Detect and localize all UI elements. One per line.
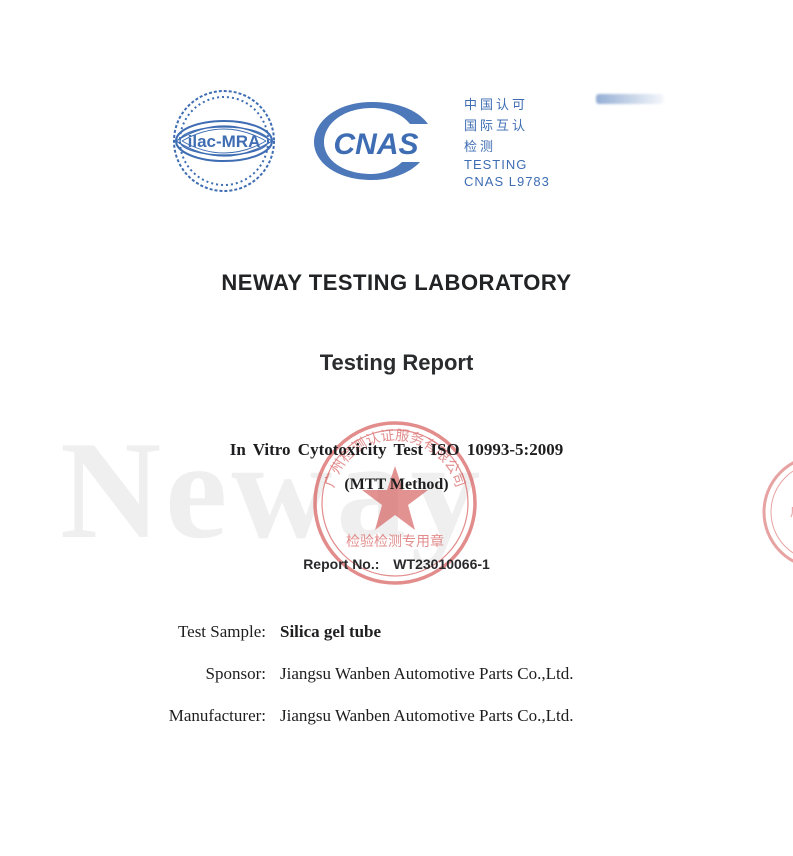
edge-seal: 广 bbox=[760, 452, 793, 572]
test-sample-label: Test Sample: bbox=[120, 622, 280, 642]
ilac-mra-seal: ilac-MRA bbox=[170, 87, 278, 195]
manufacturer-row: Manufacturer: Jiangsu Wanben Automotive … bbox=[120, 706, 680, 726]
sponsor-row: Sponsor: Jiangsu Wanben Automotive Parts… bbox=[120, 664, 680, 684]
cnas-text-block: 中国认可 国际互认 检测 TESTING CNAS L9783 bbox=[464, 94, 550, 189]
details-block: Test Sample: Silica gel tube Sponsor: Ji… bbox=[120, 600, 680, 726]
cnas-line-4: TESTING bbox=[464, 157, 550, 172]
test-name: In Vitro Cytotoxicity Test ISO 10993-5:2… bbox=[0, 440, 793, 460]
cnas-line-2: 国际互认 bbox=[464, 115, 550, 134]
report-number-value: WT23010066-1 bbox=[393, 556, 490, 572]
cnas-line-1: 中国认可 bbox=[464, 94, 550, 113]
cnas-line-3: 检测 bbox=[464, 136, 550, 155]
report-title: Testing Report bbox=[0, 350, 793, 376]
manufacturer-value: Jiangsu Wanben Automotive Parts Co.,Ltd. bbox=[280, 706, 680, 726]
ilac-seal-text: ilac-MRA bbox=[188, 132, 261, 151]
test-sample-row: Test Sample: Silica gel tube bbox=[120, 622, 680, 642]
sponsor-value: Jiangsu Wanben Automotive Parts Co.,Ltd. bbox=[280, 664, 680, 684]
cnas-code: CNAS L9783 bbox=[464, 174, 550, 189]
test-sample-value: Silica gel tube bbox=[280, 622, 680, 642]
stamp-smudge bbox=[596, 94, 664, 104]
cnas-logo: CNAS bbox=[296, 96, 446, 186]
cnas-word: CNAS bbox=[333, 128, 418, 161]
manufacturer-label: Manufacturer: bbox=[120, 706, 280, 726]
sponsor-label: Sponsor: bbox=[120, 664, 280, 684]
report-number-row: Report No.: WT23010066-1 bbox=[0, 556, 793, 572]
lab-name: NEWAY TESTING LABORATORY bbox=[0, 270, 793, 296]
report-number-label: Report No.: bbox=[303, 556, 379, 572]
seal-inner-text: 检验检测专用章 bbox=[346, 533, 444, 550]
accreditation-logos: ilac-MRA CNAS 中国认可 国际互认 检测 TESTING CNAS … bbox=[170, 86, 630, 196]
test-method: (MTT Method) bbox=[0, 476, 793, 494]
